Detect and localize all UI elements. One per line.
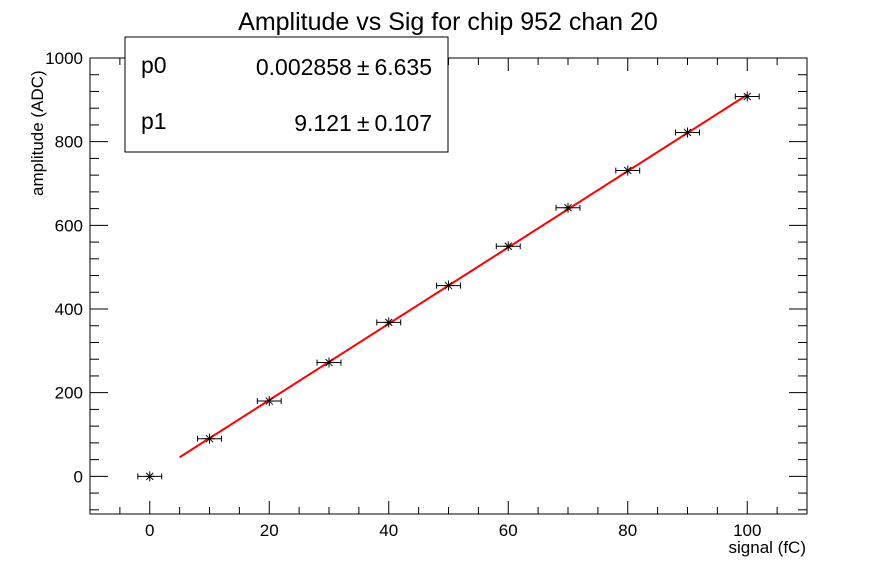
- x-tick-label: 40: [379, 521, 398, 540]
- data-point: [734, 91, 760, 102]
- y-axis-ticks: 0 200 400 600 800 1000: [45, 49, 807, 511]
- stat-p1-name: p1: [141, 108, 167, 134]
- star-marker: [384, 318, 393, 327]
- x-tick-label: 100: [733, 521, 761, 540]
- data-point: [256, 396, 282, 407]
- data-point: [555, 202, 581, 213]
- y-tick-label: 1000: [45, 49, 83, 68]
- y-tick-label: 800: [55, 133, 83, 152]
- x-axis-label: signal (fC): [729, 538, 806, 557]
- stat-p0-mean: 0.002858: [256, 54, 352, 80]
- fit-stats-box: p0 0.002858 ±6.635 p1 9.121 ±0.107: [124, 36, 449, 153]
- star-marker: [145, 472, 154, 481]
- y-tick-label: 600: [55, 216, 83, 235]
- star-marker: [265, 397, 274, 405]
- stats-box-frame: [124, 36, 449, 153]
- data-points: [137, 91, 760, 482]
- star-marker: [564, 203, 572, 212]
- plus-minus-symbol: ±: [357, 54, 370, 80]
- data-point: [137, 471, 163, 482]
- y-tick-label: 200: [55, 384, 83, 403]
- fit-line: [179, 93, 748, 459]
- data-point: [197, 433, 222, 444]
- stat-p1-mean: 9.121: [294, 110, 352, 136]
- star-marker: [444, 281, 453, 290]
- data-point: [316, 357, 342, 368]
- plus-minus-symbol: ±: [357, 110, 370, 136]
- y-tick-label: 400: [55, 300, 83, 319]
- data-point: [675, 127, 700, 138]
- stat-p0-error: 6.635: [374, 54, 432, 80]
- x-tick-label: 20: [260, 521, 279, 540]
- stat-p0-value: 0.002858 ±6.635: [256, 54, 432, 80]
- x-tick-label: 60: [499, 521, 518, 540]
- stat-p1-value: 9.121 ±0.107: [294, 110, 432, 136]
- y-tick-label: 0: [74, 467, 83, 486]
- stat-p0-name: p0: [141, 52, 167, 78]
- y-axis-label: amplitude (ADC): [28, 70, 47, 196]
- star-marker: [743, 92, 752, 101]
- star-marker: [205, 434, 214, 443]
- data-point: [495, 241, 521, 252]
- star-marker: [683, 128, 692, 137]
- x-tick-label: 80: [618, 521, 637, 540]
- data-point: [376, 317, 402, 328]
- star-marker: [504, 242, 513, 251]
- chart-title: Amplitude vs Sig for chip 952 chan 20: [238, 8, 658, 36]
- data-point: [615, 165, 641, 176]
- stat-p1-error: 0.107: [374, 110, 432, 136]
- fit-layer: [179, 93, 748, 459]
- x-tick-label: 0: [145, 521, 154, 540]
- data-point: [436, 280, 461, 291]
- star-marker: [623, 166, 632, 175]
- star-marker: [325, 358, 333, 367]
